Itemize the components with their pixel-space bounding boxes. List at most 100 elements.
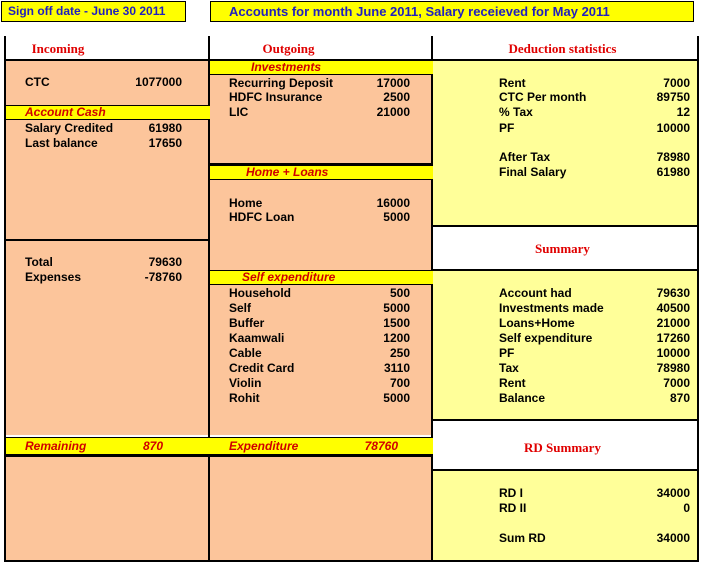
- deduction-label: CTC Per month: [499, 90, 587, 104]
- rd-label: RD I: [499, 486, 523, 500]
- home-value: 16000: [376, 196, 410, 210]
- summary-value: 79630: [656, 286, 690, 300]
- investments-band: Investments: [210, 60, 433, 75]
- rd-summary-panel: [433, 470, 698, 560]
- deduction-value: 61980: [656, 165, 690, 179]
- summary-label: Self expenditure: [499, 331, 593, 345]
- summary-label: PF: [499, 346, 515, 360]
- remaining-band: Remaining 870: [6, 437, 210, 455]
- summary-value: 870: [669, 391, 690, 405]
- self-value: 700: [389, 376, 410, 390]
- rd-value: 34000: [656, 486, 690, 500]
- sheet-title-box: Accounts for month June 2011, Salary rec…: [210, 1, 694, 22]
- account-cash-band: Account Cash: [6, 105, 210, 120]
- self-value: 500: [389, 286, 410, 300]
- self-label: Cable: [229, 346, 262, 360]
- deduction-label: Final Salary: [499, 165, 567, 179]
- expenditure-label: Expenditure: [229, 439, 299, 453]
- self-label: Kaamwali: [229, 331, 285, 345]
- remaining-value: 870: [142, 439, 163, 453]
- cash-label: Salary Credited: [25, 121, 114, 135]
- outgoing-home-panel: [210, 180, 433, 270]
- deduction-label: After Tax: [499, 150, 551, 164]
- summary-value: 78980: [656, 361, 690, 375]
- deduction-label: % Tax: [499, 105, 533, 119]
- home-label: Home: [229, 196, 263, 210]
- signoff-date-text: Sign off date - June 30 2011: [8, 4, 166, 18]
- incoming-mid-panel: [6, 240, 210, 435]
- outgoing-header: Outgoing: [262, 41, 315, 56]
- summary-value: 7000: [663, 376, 690, 390]
- self-expenditure-band-label: Self expenditure: [242, 270, 336, 284]
- summary-label: Account had: [499, 286, 572, 300]
- investments-band-label: Investments: [251, 60, 322, 74]
- deduction-value: 10000: [656, 121, 690, 135]
- rd-sum-label: Sum RD: [499, 531, 546, 545]
- self-label: Rohit: [229, 391, 260, 405]
- expenditure-value: 78760: [364, 439, 398, 453]
- deduction-label: Rent: [499, 76, 526, 90]
- self-value: 5000: [383, 391, 410, 405]
- self-value: 3110: [383, 361, 410, 375]
- sheet-title-text: Accounts for month June 2011, Salary rec…: [229, 4, 610, 19]
- self-label: Credit Card: [229, 361, 295, 375]
- summary-label: Rent: [499, 376, 526, 390]
- deduction-label: PF: [499, 121, 515, 135]
- incoming-header: Incoming: [31, 41, 85, 56]
- deduction-panel: [433, 60, 698, 226]
- self-expenditure-band: Self expenditure: [210, 270, 433, 285]
- summary-value: 40500: [656, 301, 690, 315]
- summary-title: Summary: [535, 241, 590, 256]
- ctc-value: 1077000: [135, 75, 182, 89]
- account-cash-band-label: Account Cash: [25, 105, 106, 119]
- expenses-label: Expenses: [25, 270, 82, 284]
- home-label: HDFC Loan: [229, 210, 295, 224]
- cash-value: 17650: [148, 136, 182, 150]
- incoming-top-panel: [6, 60, 210, 240]
- self-value: 5000: [383, 301, 410, 315]
- investment-label: Recurring Deposit: [229, 76, 334, 90]
- incoming-bottom-panel: [6, 456, 210, 560]
- deduction-value: 12: [676, 105, 690, 119]
- self-value: 1200: [383, 331, 410, 345]
- total-value: 79630: [148, 255, 182, 269]
- summary-value: 21000: [656, 316, 690, 330]
- summary-label: Tax: [499, 361, 519, 375]
- investment-label: HDFC Insurance: [229, 90, 323, 104]
- investment-label: LIC: [229, 105, 249, 119]
- rd-summary-title: RD Summary: [524, 440, 601, 455]
- summary-panel: [433, 270, 698, 420]
- self-value: 250: [389, 346, 410, 360]
- home-loans-band-label: Home + Loans: [246, 165, 329, 179]
- signoff-date-box: Sign off date - June 30 2011: [1, 1, 186, 22]
- outgoing-self-panel: [210, 270, 433, 435]
- cash-label: Last balance: [25, 136, 98, 150]
- home-value: 5000: [383, 210, 410, 224]
- home-loans-band: Home + Loans: [210, 165, 433, 180]
- expenses-value: -78760: [144, 270, 182, 284]
- summary-value: 10000: [656, 346, 690, 360]
- self-label: Buffer: [229, 316, 265, 330]
- deduction-value: 7000: [663, 76, 690, 90]
- deduction-value: 78980: [656, 150, 690, 164]
- expenditure-band: Expenditure 78760: [210, 437, 433, 455]
- outgoing-bottom-panel: [210, 456, 433, 560]
- self-label: Violin: [229, 376, 262, 390]
- remaining-label: Remaining: [25, 439, 87, 453]
- self-label: Self: [229, 301, 252, 315]
- rd-sum-value: 34000: [656, 531, 690, 545]
- total-label: Total: [25, 255, 53, 269]
- investment-value: 21000: [376, 105, 410, 119]
- self-value: 1500: [383, 316, 410, 330]
- summary-label: Balance: [499, 391, 546, 405]
- summary-label: Investments made: [499, 301, 604, 315]
- outgoing-invest-panel: [210, 60, 433, 164]
- self-label: Household: [229, 286, 291, 300]
- investment-value: 17000: [376, 76, 410, 90]
- rd-value: 0: [683, 501, 690, 515]
- summary-value: 17260: [656, 331, 690, 345]
- rd-label: RD II: [499, 501, 527, 515]
- deduction-value: 89750: [656, 90, 690, 104]
- cash-value: 61980: [148, 121, 182, 135]
- summary-label: Loans+Home: [499, 316, 575, 330]
